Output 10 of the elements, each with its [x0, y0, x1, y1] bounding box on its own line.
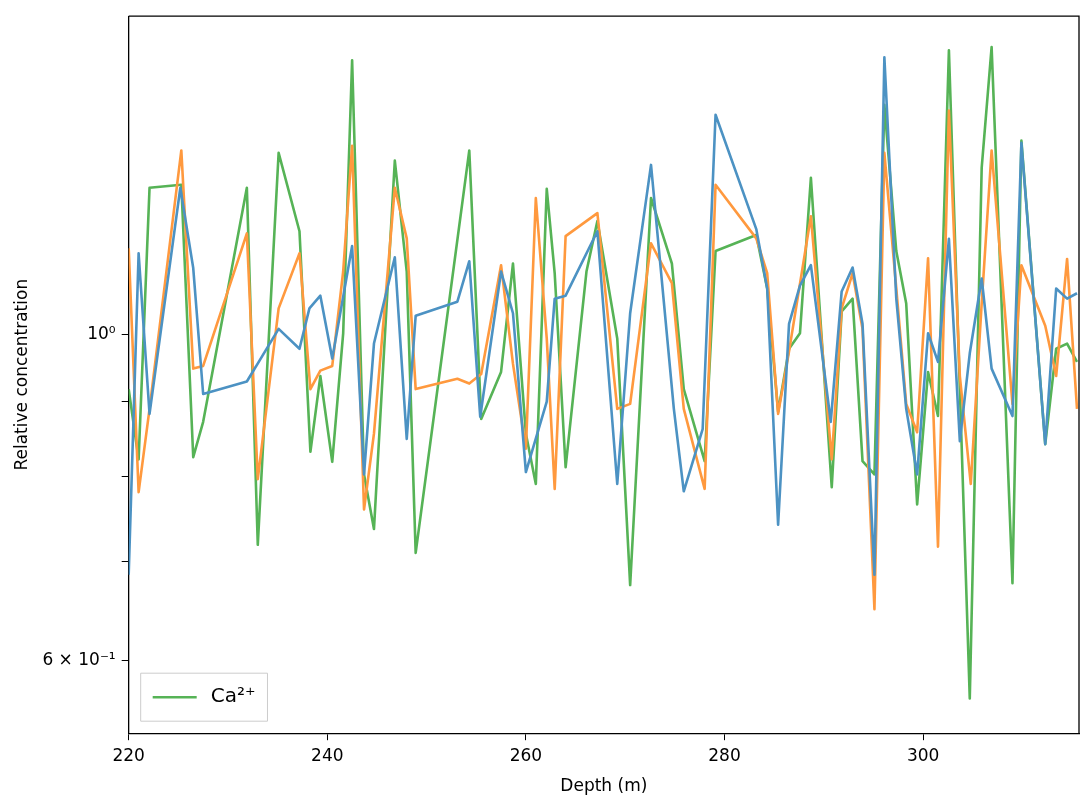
y-tick-label: 10⁰ [87, 323, 116, 343]
y-tick-label: 6 × 10⁻¹ [42, 648, 116, 669]
x-tick-label: 280 [708, 744, 741, 765]
x-tick-label: 220 [112, 744, 145, 765]
y-axis-title: Relative concentration [10, 278, 31, 471]
x-axis-title: Depth (m) [560, 775, 648, 796]
legend-label: Ca²⁺ [210, 683, 256, 708]
x-tick-label: 260 [509, 744, 543, 765]
x-tick-label: 240 [311, 744, 344, 765]
x-tick-label: 300 [906, 744, 940, 765]
